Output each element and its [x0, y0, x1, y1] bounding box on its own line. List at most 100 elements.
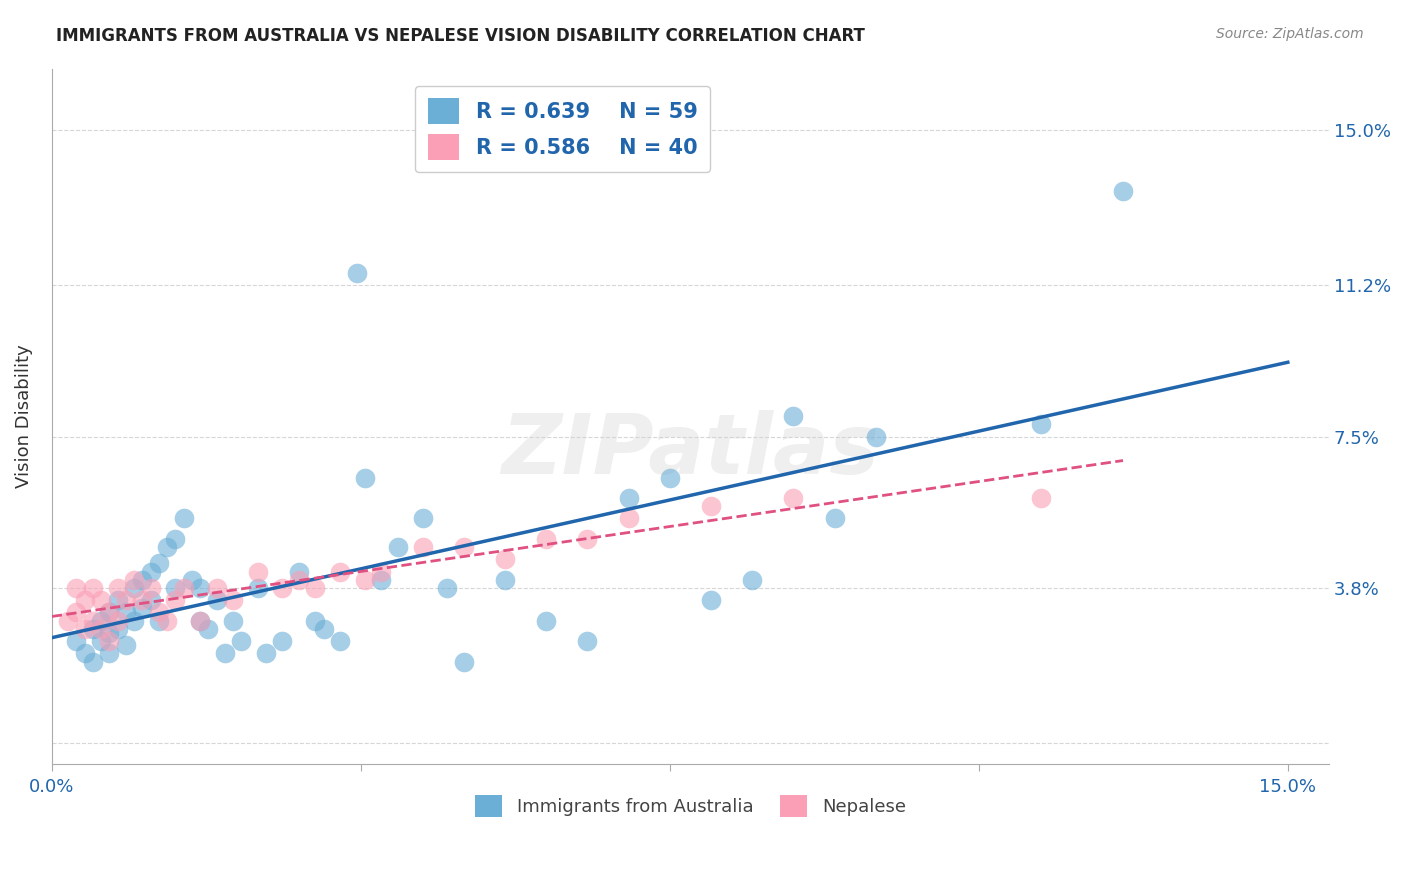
Point — [73, 622, 96, 636]
Point — [148, 606, 170, 620]
Point — [824, 511, 846, 525]
Point — [453, 655, 475, 669]
Point — [494, 573, 516, 587]
Point — [107, 614, 129, 628]
Point — [139, 581, 162, 595]
Point — [165, 593, 187, 607]
Point — [576, 634, 599, 648]
Point — [107, 593, 129, 607]
Point — [122, 581, 145, 595]
Text: Source: ZipAtlas.com: Source: ZipAtlas.com — [1216, 27, 1364, 41]
Point — [82, 622, 104, 636]
Point — [231, 634, 253, 648]
Point — [205, 581, 228, 595]
Point — [107, 581, 129, 595]
Point — [82, 581, 104, 595]
Text: IMMIGRANTS FROM AUSTRALIA VS NEPALESE VISION DISABILITY CORRELATION CHART: IMMIGRANTS FROM AUSTRALIA VS NEPALESE VI… — [56, 27, 865, 45]
Point — [197, 622, 219, 636]
Point — [98, 626, 121, 640]
Point — [288, 573, 311, 587]
Point — [65, 606, 87, 620]
Point — [246, 565, 269, 579]
Point — [354, 470, 377, 484]
Point — [139, 593, 162, 607]
Point — [205, 593, 228, 607]
Point — [271, 581, 294, 595]
Point — [180, 573, 202, 587]
Point — [98, 634, 121, 648]
Point — [188, 614, 211, 628]
Text: 0.0%: 0.0% — [30, 778, 75, 796]
Point — [453, 540, 475, 554]
Point — [346, 266, 368, 280]
Point — [148, 614, 170, 628]
Point — [222, 614, 245, 628]
Point — [90, 622, 112, 636]
Point — [131, 601, 153, 615]
Point — [173, 511, 195, 525]
Legend: Immigrants from Australia, Nepalese: Immigrants from Australia, Nepalese — [468, 788, 912, 824]
Point — [329, 565, 352, 579]
Point — [73, 647, 96, 661]
Point — [165, 581, 187, 595]
Point — [246, 581, 269, 595]
Point — [156, 540, 179, 554]
Point — [173, 581, 195, 595]
Y-axis label: Vision Disability: Vision Disability — [15, 344, 32, 488]
Text: ZIPatlas: ZIPatlas — [502, 410, 879, 491]
Point — [115, 593, 138, 607]
Point — [82, 614, 104, 628]
Point — [412, 511, 434, 525]
Point — [412, 540, 434, 554]
Point — [387, 540, 409, 554]
Point — [1112, 184, 1135, 198]
Point — [312, 622, 335, 636]
Point — [131, 593, 153, 607]
Point — [139, 565, 162, 579]
Point — [90, 614, 112, 628]
Point — [73, 593, 96, 607]
Point — [65, 634, 87, 648]
Point — [370, 573, 392, 587]
Point — [304, 581, 326, 595]
Point — [354, 573, 377, 587]
Point — [700, 593, 723, 607]
Point — [214, 647, 236, 661]
Point — [658, 470, 681, 484]
Point — [222, 593, 245, 607]
Point — [1029, 417, 1052, 432]
Point — [65, 581, 87, 595]
Point — [188, 614, 211, 628]
Point — [1029, 491, 1052, 505]
Point — [98, 647, 121, 661]
Point — [865, 429, 887, 443]
Point — [165, 532, 187, 546]
Point — [98, 606, 121, 620]
Point — [370, 565, 392, 579]
Point — [115, 606, 138, 620]
Point — [617, 491, 640, 505]
Point — [304, 614, 326, 628]
Point — [782, 409, 804, 424]
Text: 15.0%: 15.0% — [1260, 778, 1316, 796]
Point — [576, 532, 599, 546]
Point — [271, 634, 294, 648]
Point — [288, 565, 311, 579]
Point — [90, 593, 112, 607]
Point — [82, 655, 104, 669]
Point — [58, 614, 80, 628]
Point — [122, 614, 145, 628]
Point — [494, 552, 516, 566]
Point — [254, 647, 277, 661]
Point — [90, 634, 112, 648]
Point — [131, 573, 153, 587]
Point — [436, 581, 458, 595]
Point — [107, 622, 129, 636]
Point — [534, 532, 557, 546]
Point — [115, 638, 138, 652]
Point — [782, 491, 804, 505]
Point — [188, 581, 211, 595]
Point — [700, 499, 723, 513]
Point — [534, 614, 557, 628]
Point — [122, 573, 145, 587]
